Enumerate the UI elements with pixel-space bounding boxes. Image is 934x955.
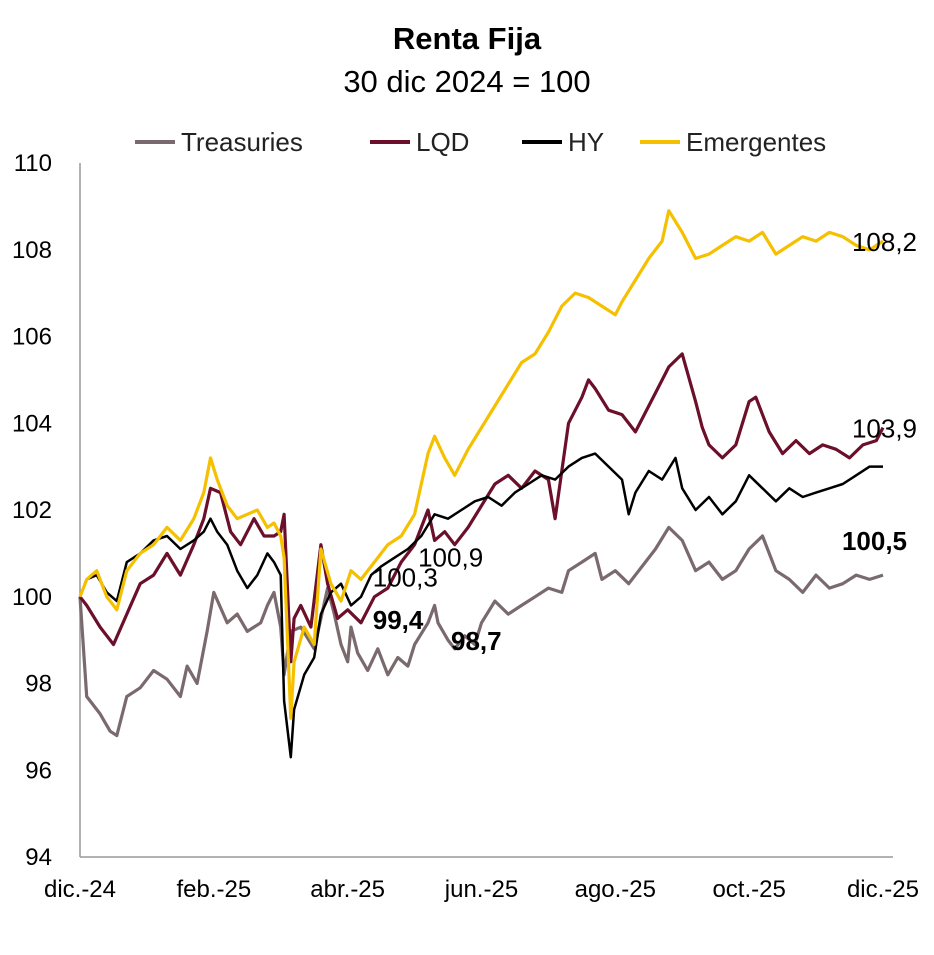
x-tick-label: jun.-25 — [444, 876, 518, 903]
x-tick-label: oct.-25 — [712, 876, 785, 903]
x-axis: dic.-24 feb.-25 abr.-25 jun.-25 ago.-25 oct.-… — [44, 876, 919, 903]
y-tick-label: 108 — [12, 237, 52, 264]
data-label: 100,5 — [842, 526, 907, 556]
legend-label: Treasuries — [181, 127, 303, 157]
y-tick-label: 98 — [25, 671, 52, 698]
series-line-lqd — [78, 352, 885, 664]
x-tick-label: dic.-24 — [44, 876, 116, 903]
x-tick-label: dic.-25 — [847, 876, 919, 903]
y-tick-label: 100 — [12, 584, 52, 611]
data-label: 100,9 — [418, 543, 483, 573]
y-tick-label: 102 — [12, 497, 52, 524]
data-label: 99,4 — [373, 605, 424, 635]
y-tick-label: 110 — [14, 150, 52, 177]
chart-title: Renta Fija — [393, 21, 542, 56]
y-tick-label: 104 — [12, 410, 52, 437]
y-tick-label: 106 — [12, 324, 52, 351]
x-tick-label: feb.-25 — [176, 876, 251, 903]
x-tick-label: ago.-25 — [575, 876, 656, 903]
legend-label: Emergentes — [686, 127, 826, 157]
y-tick-label: 94 — [25, 844, 52, 871]
data-label: 100,3 — [373, 563, 438, 593]
data-label: 108,2 — [852, 227, 917, 257]
data-label: 103,9 — [852, 414, 917, 444]
y-tick-label: 96 — [25, 757, 52, 784]
series-group — [78, 209, 885, 759]
series-line-treasuries — [78, 525, 884, 738]
series-line-emergentes — [78, 209, 884, 720]
chart-subtitle: 30 dic 2024 = 100 — [343, 64, 590, 99]
legend: Treasuries LQD HY Emergentes — [135, 127, 826, 157]
y-axis: 94 96 98 100 102 104 106 108 110 — [12, 150, 52, 871]
series-line-hy — [78, 452, 883, 759]
x-tick-label: abr.-25 — [310, 876, 385, 903]
data-label: 98,7 — [451, 626, 502, 656]
legend-label: HY — [568, 127, 604, 157]
legend-label: LQD — [416, 127, 469, 157]
